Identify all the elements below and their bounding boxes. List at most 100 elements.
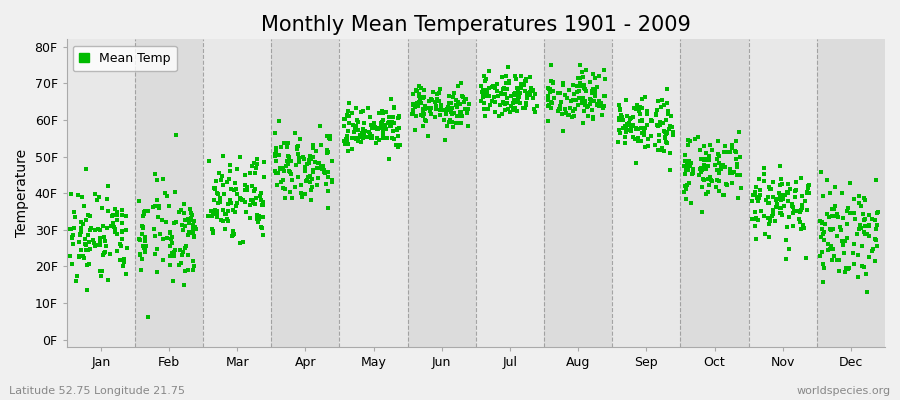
Point [572,75,587,81]
Point [325,179,339,185]
Point [245,163,259,170]
Point [428,98,443,105]
Point [656,120,670,126]
Point [720,182,734,188]
Point [717,164,732,170]
Point [361,105,375,111]
Point [206,210,220,217]
Point [72,252,86,259]
Point [733,154,747,160]
Point [431,90,446,96]
Point [113,240,128,247]
Point [356,108,370,114]
Point [519,78,534,84]
Point [152,202,166,209]
Point [572,79,587,86]
Point [88,227,103,234]
Point [502,80,517,87]
Point [586,86,600,92]
Point [254,224,268,230]
Point [474,83,489,90]
Point [682,180,697,186]
Point [446,110,461,116]
Point [384,123,399,129]
Point [858,215,872,222]
Point [488,99,502,105]
Point [626,114,640,120]
Point [780,189,795,195]
Point [148,203,163,210]
Point [372,110,386,116]
Point [572,94,586,101]
Point [168,218,183,225]
Point [188,226,202,233]
Point [248,170,263,176]
Point [212,170,226,176]
Point [163,262,177,268]
Point [628,105,643,112]
Point [205,226,220,232]
Point [544,78,559,84]
Point [245,183,259,189]
Point [750,236,764,242]
Point [579,85,593,92]
Point [701,176,716,182]
Point [435,106,449,113]
Point [406,101,420,108]
Point [546,79,561,86]
Point [138,208,152,215]
Point [619,121,634,128]
Point [165,252,179,258]
Point [541,92,555,99]
Point [454,93,469,99]
Point [595,111,609,118]
Point [317,167,331,173]
Point [766,207,780,213]
Point [408,126,422,133]
Point [590,84,605,90]
Point [781,214,796,220]
Point [375,108,390,114]
Point [529,103,544,110]
Point [514,81,528,87]
Point [584,90,598,96]
Point [616,117,631,124]
Point [598,92,612,99]
Point [509,84,524,91]
Point [510,99,525,106]
Point [169,132,184,138]
Point [588,75,602,82]
Point [86,240,101,246]
Point [297,156,311,162]
Point [282,168,296,175]
Point [272,118,286,125]
Point [174,207,188,213]
Point [406,107,420,114]
Point [278,163,293,170]
Point [700,189,715,196]
Point [777,203,791,209]
Point [114,220,129,226]
Point [322,136,337,142]
Point [138,248,152,255]
Point [568,106,582,112]
Point [268,168,283,174]
Point [181,216,195,223]
Point [283,189,297,195]
Point [554,106,568,112]
Point [661,109,675,115]
Point [576,99,590,105]
Point [302,153,317,159]
Point [210,210,224,216]
Point [132,250,147,257]
Point [80,262,94,268]
Point [458,96,473,102]
Point [203,208,218,214]
Point [580,113,595,119]
Point [865,216,879,222]
Point [794,207,808,213]
Point [841,205,855,211]
Point [159,234,174,241]
Point [362,128,376,135]
Point [814,169,828,176]
